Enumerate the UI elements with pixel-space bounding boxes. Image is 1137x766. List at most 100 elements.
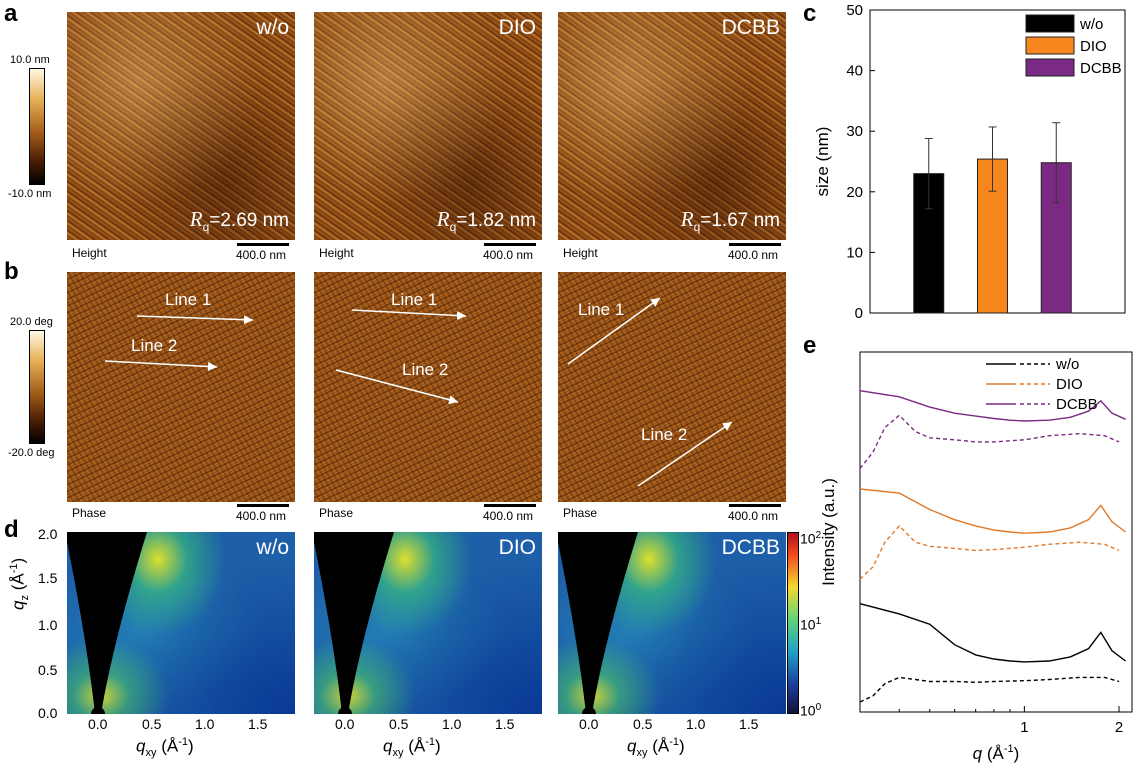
giwaxs-xlabel-exp: -1 xyxy=(669,736,679,748)
scale-bar-height-dcbb xyxy=(729,243,781,246)
cbar-base: 10 xyxy=(800,702,816,719)
line-arrows-wo xyxy=(104,315,254,372)
phase-caption-dio: Phase xyxy=(319,506,354,520)
scale-bar-phase-dio xyxy=(484,504,536,507)
line-xlabel: q (Å-1) xyxy=(973,743,1020,763)
giwaxs-ytick-1-5: 1.5 xyxy=(38,570,58,586)
line1-arrow-dio xyxy=(351,309,467,321)
giwaxs-xtick-dio-1-5: 1.5 xyxy=(495,716,515,732)
height-caption-dcbb: Height xyxy=(563,246,598,260)
phase-caption-dcbb: Phase xyxy=(563,506,598,520)
rq-value-dio: =1.82 nm xyxy=(456,210,536,232)
giwaxs-xlabel-sub: xy xyxy=(145,747,157,760)
giwaxs-ytick-1: 1.0 xyxy=(38,617,58,633)
panel-letter-d: d xyxy=(4,516,19,543)
line-xlabel-close: ) xyxy=(1014,744,1020,763)
rq-label-dio: Rq=1.82 nm xyxy=(437,207,536,234)
series-wo-solid xyxy=(859,603,1127,663)
bar-legend-swatch xyxy=(1025,36,1075,55)
cbar-exp-0: 0 xyxy=(815,702,822,713)
rq-symbol: R xyxy=(680,207,694,232)
giwaxs-xlabel-exp: -1 xyxy=(178,736,188,748)
line-legend-label: DCBB xyxy=(1056,396,1098,413)
rq-symbol: R xyxy=(436,207,450,232)
giwaxs-ylabel-close: ) xyxy=(8,557,28,564)
rq-sub: q xyxy=(202,220,210,234)
line1-arrow-dcbb xyxy=(567,297,661,365)
giwaxs-xlabel-dcbb: qxy (Å-1) xyxy=(627,736,685,759)
rq-sub: q xyxy=(449,220,457,234)
giwaxs-sample-label-dcbb: DCBB xyxy=(721,536,780,559)
cbar-base: 10 xyxy=(800,530,816,547)
afm-phase-image-wo: Line 1 Line 2 xyxy=(67,272,295,502)
bar-ytick-label: 50 xyxy=(846,2,863,19)
giwaxs-xlabel-unit: (Å xyxy=(161,736,179,756)
giwaxs-wedge-dcbb xyxy=(558,532,638,714)
scale-bar-height-wo xyxy=(237,243,289,246)
phase-colorbar xyxy=(29,330,45,444)
giwaxs-ytick-0-5: 0.5 xyxy=(38,662,58,678)
giwaxs-ytick-2: 2.0 xyxy=(38,526,58,542)
giwaxs-xtick-dcbb-0-5: 0.5 xyxy=(633,716,653,732)
line-plot-frame xyxy=(859,351,1133,713)
sample-label-wo: w/o xyxy=(256,16,289,39)
line2-label-dio: Line 2 xyxy=(402,360,449,379)
bar-legend-label: w/o xyxy=(1079,16,1103,33)
bar-legend-swatch xyxy=(1025,14,1075,33)
cbar-base: 10 xyxy=(800,616,816,633)
afm-height-image-dcbb: DCBB Rq=1.67 nm xyxy=(558,12,786,240)
bar-legend-label: DIO xyxy=(1080,38,1107,55)
giwaxs-xlabel-dio: qxy (Å-1) xyxy=(383,736,441,759)
rq-label-wo: Rq=2.69 nm xyxy=(190,207,289,234)
giwaxs-xtick-dio-0: 0.0 xyxy=(335,716,355,732)
giwaxs-sample-label-dio: DIO xyxy=(498,536,536,559)
scale-text-height-dio: 400.0 nm xyxy=(483,248,534,262)
scale-text-phase-wo: 400.0 nm xyxy=(236,509,287,523)
bar-ytick-label: 30 xyxy=(846,123,863,140)
height-caption-dio: Height xyxy=(319,246,354,260)
sample-label-dcbb: DCBB xyxy=(721,16,780,39)
giwaxs-xlabel-q: q xyxy=(136,736,146,756)
giwaxs-xlabel-unit: (Å xyxy=(408,736,426,756)
panel-letter-e: e xyxy=(803,332,817,359)
giwaxs-wedge-dio xyxy=(314,532,394,714)
bar-legend-swatch xyxy=(1025,58,1075,77)
line-ylabel: Intensity (a.u.) xyxy=(819,478,838,586)
giwaxs-xlabel-sub: xy xyxy=(636,747,648,760)
afm-phase-image-dio: Line 1 Line 2 xyxy=(314,272,542,502)
bar-legend-label: DCBB xyxy=(1080,60,1122,77)
scale-text-phase-dio: 400.0 nm xyxy=(483,509,534,523)
sample-label-dio: DIO xyxy=(498,16,536,39)
line2-arrow-dcbb xyxy=(637,421,733,487)
afm-phase-image-dcbb: Line 1 Line 2 xyxy=(558,272,786,502)
giwaxs-image-dcbb: DCBB xyxy=(558,532,786,714)
giwaxs-xlabel-sub: xy xyxy=(392,747,404,760)
giwaxs-image-dio: DIO xyxy=(314,532,542,714)
rq-value-dcbb: =1.67 nm xyxy=(700,210,780,232)
panel-letter-a: a xyxy=(4,0,18,27)
giwaxs-cbar-label-10: 101 xyxy=(800,616,821,633)
series-DCBB-solid xyxy=(859,390,1126,422)
giwaxs-wedge-wo xyxy=(67,532,147,714)
height-colorbar xyxy=(29,68,45,185)
series-DIO-dashed xyxy=(859,524,1120,580)
scale-bar-phase-wo xyxy=(237,504,289,507)
height-caption-wo: Height xyxy=(72,246,107,260)
giwaxs-image-wo: w/o xyxy=(67,532,295,714)
scale-text-height-wo: 400.0 nm xyxy=(236,248,287,262)
giwaxs-ylabel-unit: (Å xyxy=(8,573,28,591)
bar-ytick-label: 40 xyxy=(846,63,863,80)
line1-label-wo: Line 1 xyxy=(165,290,212,309)
afm-height-image-wo: w/o Rq=2.69 nm xyxy=(67,12,295,240)
line-xlabel-exp: -1 xyxy=(1004,743,1014,755)
giwaxs-sample-label-wo: w/o xyxy=(256,536,289,559)
series-DCBB-dashed xyxy=(859,414,1120,469)
rq-sub: q xyxy=(693,220,701,234)
giwaxs-xtick-wo-0-5: 0.5 xyxy=(142,716,162,732)
line2-arrow-dio xyxy=(335,369,459,405)
giwaxs-xtick-dcbb-1: 1.0 xyxy=(686,716,706,732)
giwaxs-xtick-dio-0-5: 0.5 xyxy=(389,716,409,732)
line2-label-wo: Line 2 xyxy=(131,336,178,355)
giwaxs-cbar-label-100: 102 xyxy=(800,530,821,547)
line-xlabel-q: q xyxy=(973,744,987,763)
